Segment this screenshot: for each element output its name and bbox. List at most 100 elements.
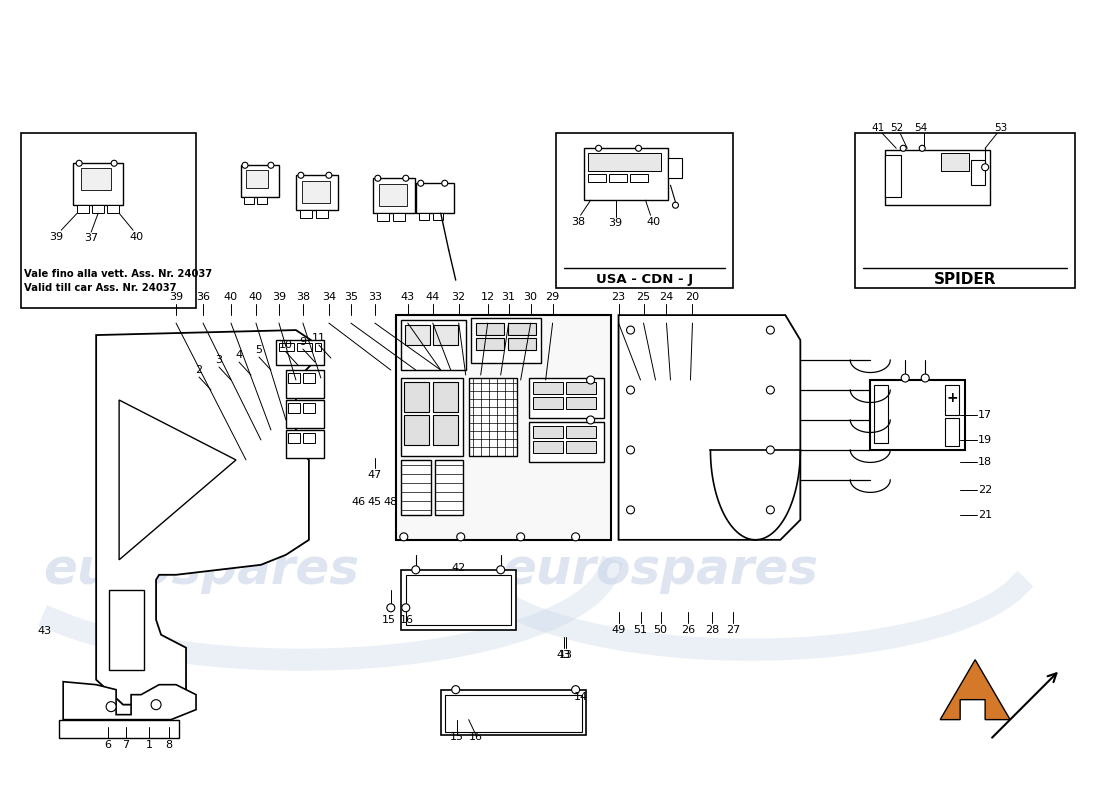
Bar [629, 174, 648, 182]
Bar [396, 315, 610, 540]
Bar [286, 370, 323, 398]
Circle shape [627, 386, 635, 394]
Bar [508, 338, 536, 350]
Circle shape [76, 160, 82, 166]
Text: 40: 40 [249, 292, 263, 302]
Text: 17: 17 [978, 410, 992, 420]
Bar [393, 214, 405, 222]
Bar [532, 426, 562, 438]
Circle shape [403, 175, 409, 182]
Bar [475, 338, 504, 350]
Text: 50: 50 [653, 625, 668, 634]
Bar [886, 150, 990, 206]
Text: 39: 39 [169, 292, 183, 302]
Text: 54: 54 [914, 123, 927, 134]
Text: 51: 51 [634, 625, 648, 634]
Bar [432, 325, 458, 345]
Bar [288, 373, 300, 383]
Bar [302, 403, 315, 413]
Text: 9: 9 [299, 337, 307, 347]
Bar [432, 214, 442, 220]
Bar [296, 175, 338, 210]
Bar [608, 174, 627, 182]
Bar [587, 154, 660, 171]
Circle shape [572, 533, 580, 541]
Text: 52: 52 [891, 123, 904, 134]
Bar [565, 382, 595, 394]
Text: 23: 23 [612, 292, 626, 302]
Text: 36: 36 [196, 292, 210, 302]
Bar [286, 430, 323, 458]
Bar [241, 166, 279, 198]
Bar [475, 323, 504, 335]
Text: 43: 43 [37, 626, 52, 636]
Bar [441, 690, 585, 734]
Circle shape [387, 604, 395, 612]
Bar [286, 400, 323, 428]
Bar [404, 415, 429, 445]
Circle shape [242, 162, 248, 168]
Text: 49: 49 [612, 625, 626, 634]
Text: 16: 16 [399, 614, 414, 625]
Bar [405, 325, 430, 345]
Bar [74, 163, 123, 206]
Circle shape [627, 446, 635, 454]
Bar [302, 433, 315, 443]
Circle shape [901, 374, 910, 382]
Bar [565, 426, 595, 438]
Text: 46: 46 [352, 497, 366, 507]
Bar [406, 575, 510, 625]
Circle shape [411, 566, 420, 574]
Circle shape [456, 533, 464, 541]
Text: 29: 29 [546, 292, 560, 302]
Text: 39: 39 [272, 292, 286, 302]
Circle shape [111, 160, 117, 166]
Text: 20: 20 [685, 292, 700, 302]
Circle shape [981, 164, 989, 170]
Bar [556, 134, 734, 288]
Bar [400, 320, 465, 370]
Bar [945, 385, 959, 415]
Circle shape [767, 326, 774, 334]
Circle shape [586, 376, 595, 384]
Text: 32: 32 [452, 292, 465, 302]
Bar [377, 214, 388, 222]
Text: 8: 8 [165, 740, 173, 750]
Circle shape [636, 146, 641, 151]
Bar [971, 160, 986, 186]
Bar [874, 385, 888, 443]
Bar [400, 460, 431, 515]
Circle shape [767, 386, 774, 394]
Text: eurospares: eurospares [43, 546, 359, 594]
Bar [244, 198, 254, 204]
Bar [532, 441, 562, 453]
Text: eurospares: eurospares [503, 546, 818, 594]
Text: 33: 33 [367, 292, 382, 302]
Text: 4: 4 [235, 350, 242, 360]
Bar [565, 441, 595, 453]
Circle shape [402, 604, 410, 612]
Text: 47: 47 [367, 470, 382, 480]
Text: Vale fino alla vett. Ass. Nr. 24037: Vale fino alla vett. Ass. Nr. 24037 [24, 269, 212, 279]
Bar [508, 323, 536, 335]
Text: 35: 35 [344, 292, 358, 302]
Bar [870, 380, 965, 450]
Text: USA - CDN - J: USA - CDN - J [596, 273, 693, 286]
Text: 18: 18 [978, 457, 992, 467]
Bar [301, 182, 330, 203]
Bar [432, 415, 458, 445]
Text: 16: 16 [469, 732, 483, 742]
Circle shape [586, 416, 595, 424]
Circle shape [151, 700, 161, 710]
Text: 25: 25 [637, 292, 650, 302]
Circle shape [375, 175, 381, 182]
Bar [886, 155, 901, 198]
Bar [302, 373, 315, 383]
Circle shape [452, 686, 460, 694]
Text: 15: 15 [382, 614, 396, 625]
Text: 1: 1 [145, 740, 153, 750]
Bar [59, 720, 179, 738]
Text: 40: 40 [647, 218, 661, 227]
Bar [77, 206, 89, 214]
Circle shape [572, 686, 580, 694]
